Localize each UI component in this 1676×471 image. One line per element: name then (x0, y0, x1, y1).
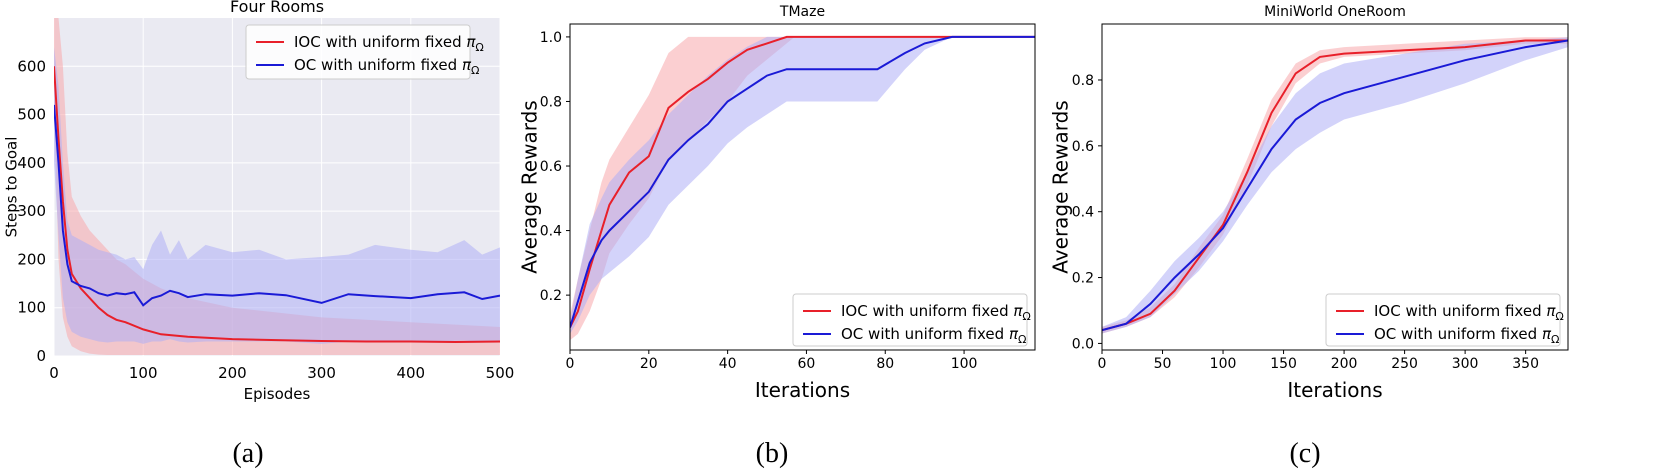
legend-omega-subscript: Ω (475, 41, 483, 54)
y-tick-label: 1.0 (540, 30, 562, 46)
legend-label-ioc: IOC with uniform fixed πΩ (841, 302, 1031, 323)
x-tick-label: 60 (798, 356, 816, 372)
ioc-series-line (54, 66, 500, 344)
x-tick-label: 300 (1452, 356, 1479, 372)
y-tick-label: 0.4 (540, 224, 562, 240)
plot-area (570, 35, 1035, 341)
y-tick-label: 600 (17, 57, 46, 75)
legend-pi-symbol: π (462, 56, 472, 74)
y-axis-label: Average Rewards (518, 100, 542, 273)
legend-text: OC with uniform fixed (294, 56, 462, 74)
oc-series-line (570, 35, 1035, 328)
x-tick-label: 200 (1331, 356, 1358, 372)
panel-caption: (c) (1289, 438, 1320, 469)
legend-omega-subscript: Ω (471, 64, 479, 77)
legend-label-ioc: IOC with uniform fixed πΩ (294, 33, 484, 54)
legend-pi-symbol: π (466, 33, 476, 51)
x-tick-label: 150 (1270, 356, 1297, 372)
x-axis-label: Iterations (755, 378, 850, 402)
y-tick-label: 0.2 (1072, 271, 1094, 287)
legend-box (1325, 293, 1561, 347)
legend-text: IOC with uniform fixed (1374, 302, 1546, 320)
legend-text: OC with uniform fixed (1374, 325, 1542, 343)
x-tick-label: 100 (129, 364, 158, 382)
legend-omega-subscript: Ω (1551, 333, 1559, 346)
y-tick-label: 0.0 (1072, 336, 1094, 352)
oc-series-line (54, 104, 500, 307)
y-tick-label: 400 (17, 154, 46, 172)
x-tick-label: 20 (640, 356, 658, 372)
y-tick-label: 0.2 (540, 288, 562, 304)
x-tick-label: 50 (1154, 356, 1172, 372)
oc-confidence-band (54, 47, 500, 344)
y-axis-label: Average Rewards (1049, 100, 1073, 273)
plot-area (1102, 37, 1568, 334)
y-tick-label: 500 (17, 106, 46, 124)
x-tick-label: 100 (951, 356, 978, 372)
chart-panel-1: 0 100 200 300 400 500 0 100 200 300 400 500 600 Four … (3, 0, 515, 469)
plot-frame (1101, 23, 1569, 351)
legend-text: IOC with uniform fixed (294, 33, 466, 51)
legend-label-ioc: IOC with uniform fixed πΩ (1374, 302, 1564, 323)
legend-text: IOC with uniform fixed (841, 302, 1013, 320)
x-tick-label: 80 (876, 356, 894, 372)
x-tick-label: 300 (307, 364, 336, 382)
x-axis-label: Episodes (244, 385, 311, 403)
x-tick-label: 200 (218, 364, 247, 382)
y-tick-label: 0.4 (1072, 205, 1094, 221)
legend-box (792, 293, 1028, 347)
plot-area (54, 18, 500, 355)
chart-title: MiniWorld OneRoom (1264, 4, 1406, 20)
chart-panel-2: 0 20 40 60 80 100 0.2 0.4 0.6 0.8 1.0 TMaze Iteratio… (518, 4, 1036, 469)
x-tick-label: 0 (1098, 356, 1107, 372)
legend-omega-subscript: Ω (1018, 333, 1026, 346)
y-tick-label: 300 (17, 202, 46, 220)
x-tick-label: 100 (1210, 356, 1237, 372)
y-tick-label: 0.6 (540, 159, 562, 175)
x-tick-label: 350 (1512, 356, 1539, 372)
legend-pi-symbol: π (1013, 302, 1023, 320)
legend-pi-symbol: π (1542, 325, 1552, 343)
y-tick-label: 0 (36, 347, 46, 365)
legend-label-oc: OC with uniform fixed πΩ (1374, 325, 1559, 346)
x-tick-label: 0 (566, 356, 575, 372)
y-tick-label: 0.8 (1072, 73, 1094, 89)
x-tick-label: 250 (1391, 356, 1418, 372)
plot-frame (569, 23, 1036, 351)
x-tick-label: 500 (486, 364, 515, 382)
y-tick-label: 100 (17, 299, 46, 317)
x-tick-label: 0 (49, 364, 59, 382)
ioc-series-line (1102, 39, 1568, 332)
legend-pi-symbol: π (1546, 302, 1556, 320)
panel-caption: (a) (232, 438, 263, 469)
legend-label-oc: OC with uniform fixed πΩ (841, 325, 1026, 346)
x-tick-label: 400 (396, 364, 425, 382)
y-tick-label: 0.6 (1072, 139, 1094, 155)
panel-caption: (b) (756, 438, 789, 469)
legend-omega-subscript: Ω (1555, 310, 1563, 323)
legend-box (245, 24, 471, 80)
ioc-series-line (570, 35, 1035, 328)
y-tick-label: 0.8 (540, 94, 562, 110)
y-tick-label: 200 (17, 250, 46, 268)
chart-panel-3: 0 50 100 150 200 250 300 350 0.0 0.2 0.4 0.6 0.8 Mini… (1049, 4, 1569, 469)
x-axis-label: Iterations (1287, 378, 1382, 402)
y-axis-label: Steps to Goal (3, 137, 21, 238)
legend-label-oc: OC with uniform fixed πΩ (294, 56, 479, 77)
legend-pi-symbol: π (1009, 325, 1019, 343)
oc-confidence-band (570, 36, 1035, 334)
oc-series-line (1102, 39, 1568, 332)
oc-confidence-band (1102, 37, 1568, 334)
chart-title: Four Rooms (230, 0, 324, 16)
chart-title: TMaze (779, 4, 825, 20)
legend-text: OC with uniform fixed (841, 325, 1009, 343)
legend-omega-subscript: Ω (1022, 310, 1030, 323)
x-tick-label: 40 (719, 356, 737, 372)
